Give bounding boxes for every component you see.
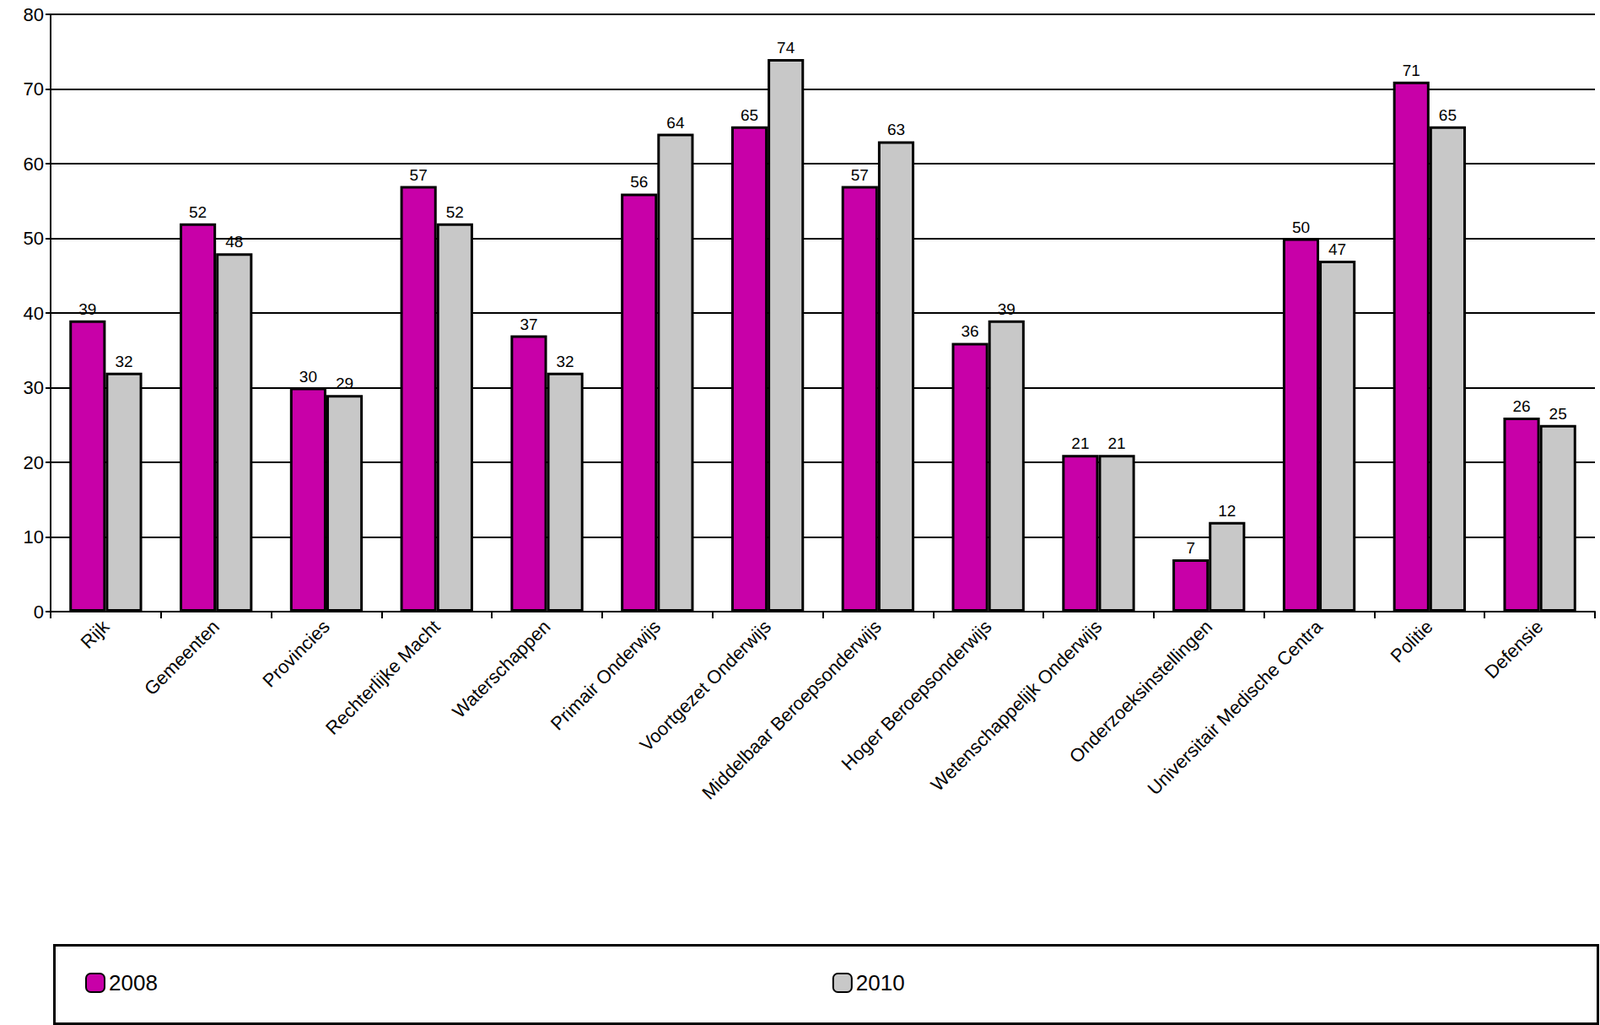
- svg-text:60: 60: [23, 153, 44, 175]
- svg-text:65: 65: [740, 106, 759, 124]
- svg-text:36: 36: [961, 322, 980, 340]
- svg-text:Defensie: Defensie: [1480, 615, 1547, 683]
- svg-text:25: 25: [1549, 404, 1568, 423]
- svg-text:Waterschappen: Waterschappen: [447, 615, 555, 722]
- svg-text:52: 52: [188, 203, 207, 221]
- svg-text:Rijk: Rijk: [76, 614, 114, 652]
- svg-text:Rechterlijke Macht: Rechterlijke Macht: [321, 615, 445, 739]
- svg-text:Wetenschappelijk Onderwijs: Wetenschappelijk Onderwijs: [926, 615, 1107, 796]
- svg-text:52: 52: [446, 203, 464, 221]
- svg-text:30: 30: [23, 377, 44, 399]
- svg-text:40: 40: [23, 302, 44, 324]
- svg-text:Politie: Politie: [1386, 615, 1438, 667]
- svg-text:29: 29: [335, 374, 354, 393]
- svg-text:30: 30: [299, 367, 318, 386]
- svg-text:21: 21: [1071, 434, 1089, 453]
- svg-text:39: 39: [78, 300, 97, 318]
- svg-text:Universitair Medische Centra: Universitair Medische Centra: [1143, 615, 1328, 800]
- svg-text:12: 12: [1217, 501, 1236, 520]
- svg-text:74: 74: [776, 38, 796, 57]
- svg-text:64: 64: [666, 113, 685, 132]
- svg-text:Middelbaar Beroepsonderwijs: Middelbaar Beroepsonderwijs: [697, 615, 885, 803]
- svg-text:57: 57: [409, 166, 428, 184]
- svg-text:Provincies: Provincies: [258, 615, 334, 691]
- svg-text:2010: 2010: [856, 969, 906, 996]
- svg-text:2008: 2008: [108, 969, 158, 996]
- svg-text:20: 20: [23, 452, 44, 474]
- svg-text:32: 32: [556, 352, 575, 371]
- svg-text:0: 0: [33, 601, 44, 623]
- svg-text:7: 7: [1185, 538, 1196, 557]
- svg-text:57: 57: [851, 166, 869, 184]
- svg-text:Onderzoeksinstellingen: Onderzoeksinstellingen: [1065, 615, 1217, 768]
- svg-text:21: 21: [1107, 434, 1126, 453]
- svg-text:48: 48: [225, 232, 243, 251]
- svg-text:32: 32: [114, 352, 133, 371]
- svg-text:Primair Onderwijs: Primair Onderwijs: [546, 615, 665, 734]
- svg-text:37: 37: [519, 315, 538, 334]
- svg-text:70: 70: [23, 78, 44, 100]
- svg-text:Hoger Beroepsonderwijs: Hoger Beroepsonderwijs: [837, 615, 996, 775]
- svg-text:56: 56: [630, 172, 648, 191]
- svg-text:Voortgezet Onderwijs: Voortgezet Onderwijs: [635, 615, 776, 756]
- svg-text:39: 39: [997, 300, 1016, 318]
- svg-text:10: 10: [23, 526, 44, 548]
- svg-text:71: 71: [1402, 61, 1421, 80]
- svg-text:65: 65: [1438, 106, 1457, 124]
- svg-text:Gemeenten: Gemeenten: [140, 615, 224, 700]
- svg-text:50: 50: [23, 227, 44, 249]
- svg-text:47: 47: [1328, 240, 1347, 259]
- svg-text:63: 63: [887, 120, 906, 139]
- svg-text:80: 80: [23, 4, 44, 26]
- svg-text:50: 50: [1292, 218, 1310, 237]
- svg-text:26: 26: [1512, 397, 1530, 415]
